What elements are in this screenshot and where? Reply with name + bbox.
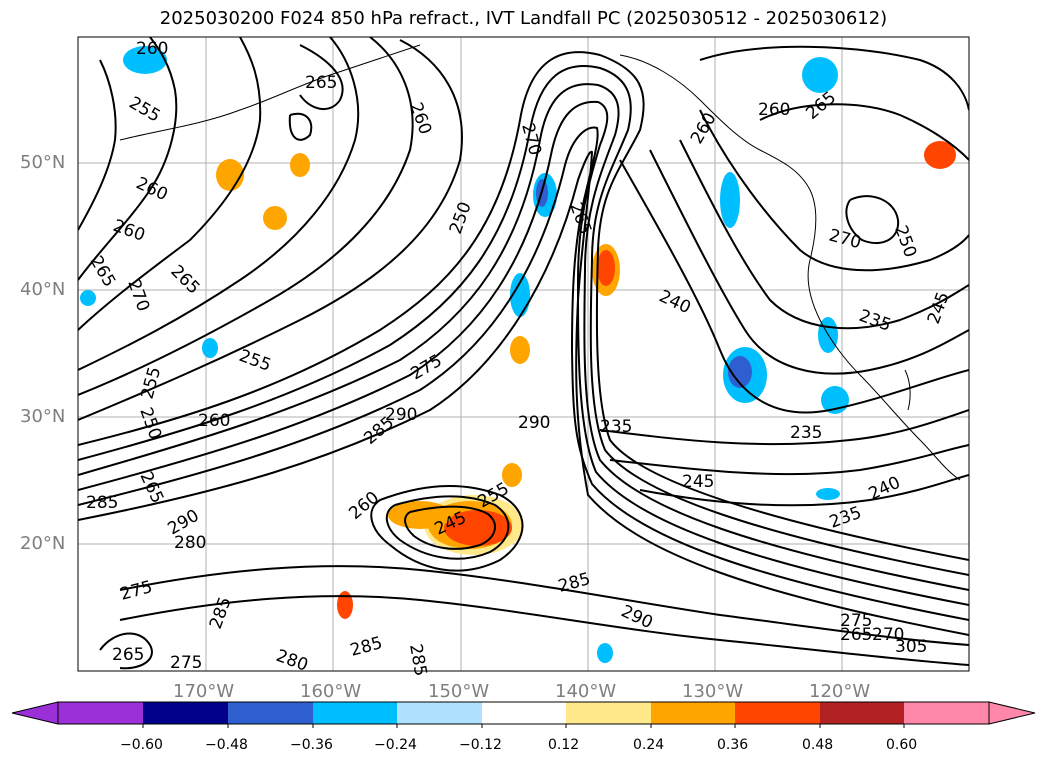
contour-label: 285 — [405, 642, 430, 677]
lon-label-150w: 150°W — [428, 681, 490, 702]
colorbar — [11, 701, 1036, 728]
colorbar-tick: −0.24 — [374, 737, 417, 753]
contour-label: 270 — [827, 226, 864, 254]
contour-label: 275 — [118, 577, 155, 605]
contour-label: 260 — [198, 411, 230, 431]
lon-label-130w: 130°W — [682, 681, 744, 702]
contour-lines — [78, 37, 969, 670]
colorbar-tick: 0.36 — [717, 737, 749, 753]
contour-label: 265 — [86, 253, 120, 291]
colorbar-bin — [904, 702, 989, 724]
colorbar-tick: 0.60 — [886, 737, 918, 753]
contour-label: 245 — [924, 289, 954, 326]
contour-label: 245 — [682, 472, 714, 492]
contour-label: 270 — [517, 121, 545, 158]
coastlines — [119, 44, 961, 481]
contour-label: 270 — [872, 625, 904, 645]
colorbar-tick: −0.60 — [120, 737, 163, 753]
contour-label: 275 — [170, 653, 202, 673]
colorbar-bin — [566, 702, 651, 724]
colorbar-tick: −0.48 — [205, 737, 248, 753]
contour-label: 285 — [206, 594, 236, 631]
contour-label: 260 — [136, 39, 168, 59]
contour-label: 260 — [110, 216, 147, 246]
contour-label: 235 — [827, 503, 864, 533]
colorbar-extend-high — [988, 701, 1036, 725]
lat-label-20n: 20°N — [20, 533, 66, 554]
contour-label: 265 — [112, 645, 144, 665]
lat-label-30n: 30°N — [20, 406, 66, 427]
contour-label: 255 — [236, 346, 273, 376]
colorbar-tick: −0.36 — [290, 737, 333, 753]
contour-label: 260 — [345, 488, 383, 524]
colorbar-tick: −0.12 — [459, 737, 502, 753]
colorbar-tick: 0.48 — [802, 737, 834, 753]
contour-label: 240 — [656, 286, 694, 318]
contour-label: 260 — [133, 173, 171, 205]
contour-label: 290 — [385, 405, 417, 425]
contour-label: 250 — [446, 199, 476, 236]
contour-label: 280 — [174, 533, 206, 553]
colorbar-tick: 0.12 — [548, 737, 580, 753]
map-frame — [77, 36, 970, 672]
contour-label: 265 — [802, 88, 840, 124]
colorbar-tick: 0.24 — [633, 737, 665, 753]
map-title: 2025030200 F024 850 hPa refract., IVT La… — [159, 8, 888, 29]
contour-label: 275 — [408, 351, 446, 385]
colorbar-bin — [397, 702, 482, 724]
contour-label: 260 — [758, 100, 790, 120]
contour-label: 275 — [840, 611, 872, 631]
contour-label: 265 — [305, 73, 337, 93]
contour-label: 255 — [126, 93, 164, 127]
contour-label: 250 — [135, 405, 165, 442]
contour-label: 255 — [138, 365, 166, 402]
colorbar-bin — [58, 702, 143, 724]
contour-label: 235 — [600, 417, 632, 437]
contour-label: 240 — [866, 473, 904, 505]
colorbar-bin — [143, 702, 228, 724]
colorbar-bin — [228, 702, 313, 724]
colorbar-bin — [651, 702, 735, 724]
lon-label-120w: 120°W — [809, 681, 871, 702]
contour-label: 265 — [840, 625, 872, 645]
contour-label: 235 — [856, 306, 893, 336]
contour-label: 260 — [405, 100, 435, 137]
colorbar-bin — [735, 702, 820, 724]
refractivity-shading — [80, 46, 956, 663]
lat-label-40n: 40°N — [20, 279, 66, 300]
contour-label: 285 — [86, 493, 118, 513]
contour-label: 235 — [790, 423, 822, 443]
contour-label: 265 — [166, 261, 203, 298]
lon-label-160w: 160°W — [300, 681, 362, 702]
contour-label: 250 — [890, 223, 920, 260]
contour-label: 265 — [135, 469, 167, 507]
contour-label: 290 — [518, 413, 550, 433]
contour-label: 265 — [565, 200, 595, 237]
colorbar-bin — [482, 702, 566, 724]
lon-label-170w: 170°W — [173, 681, 235, 702]
contour-label: 285 — [348, 633, 385, 661]
colorbar-bin — [820, 702, 904, 724]
contour-label: 305 — [895, 637, 927, 657]
colorbar-bin — [313, 702, 397, 724]
lon-label-140w: 140°W — [555, 681, 617, 702]
colorbar-extend-low — [11, 701, 59, 725]
contour-label: 270 — [123, 277, 153, 314]
lat-label-50n: 50°N — [20, 152, 66, 173]
